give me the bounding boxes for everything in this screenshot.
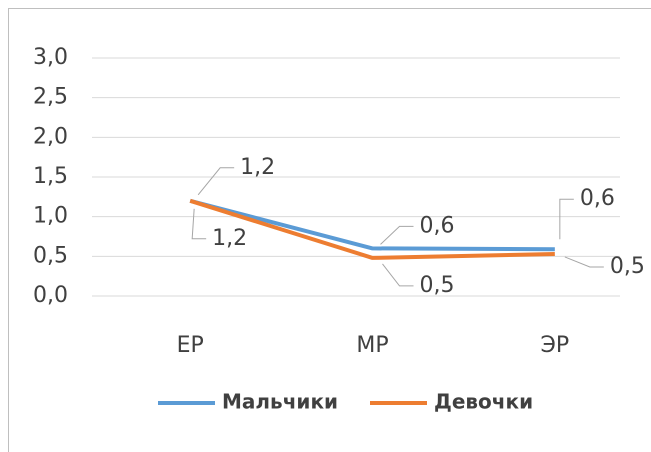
leader-line xyxy=(564,256,604,268)
x-tick-label: ЕР xyxy=(177,333,204,358)
data-label: 0,5 xyxy=(610,254,645,279)
y-tick-label: 2,0 xyxy=(33,124,68,149)
y-tick-label: 3,0 xyxy=(33,45,68,70)
y-tick-label: 0,5 xyxy=(33,243,68,268)
leader-line xyxy=(191,208,207,240)
leader-line xyxy=(382,263,414,287)
series-line xyxy=(189,198,555,252)
x-tick-label: ЭР xyxy=(541,333,570,358)
data-label: 0,5 xyxy=(420,273,455,298)
leader-line xyxy=(559,198,574,240)
legend-label: Мальчики xyxy=(222,390,338,414)
x-tick-label: МР xyxy=(356,333,388,358)
legend-label: Девочки xyxy=(434,390,533,414)
data-label: 1,2 xyxy=(240,155,275,180)
y-tick-label: 1,5 xyxy=(33,164,68,189)
data-label: 0,6 xyxy=(580,186,615,211)
frame xyxy=(8,8,651,452)
data-label: 1,2 xyxy=(212,226,247,251)
y-tick-label: 2,5 xyxy=(33,85,68,110)
series-line xyxy=(189,198,555,260)
leader-line xyxy=(197,167,235,196)
y-tick-label: 0,0 xyxy=(33,283,68,308)
leader-line xyxy=(380,225,414,245)
data-label: 0,6 xyxy=(420,213,455,238)
y-tick-label: 1,0 xyxy=(33,204,68,229)
